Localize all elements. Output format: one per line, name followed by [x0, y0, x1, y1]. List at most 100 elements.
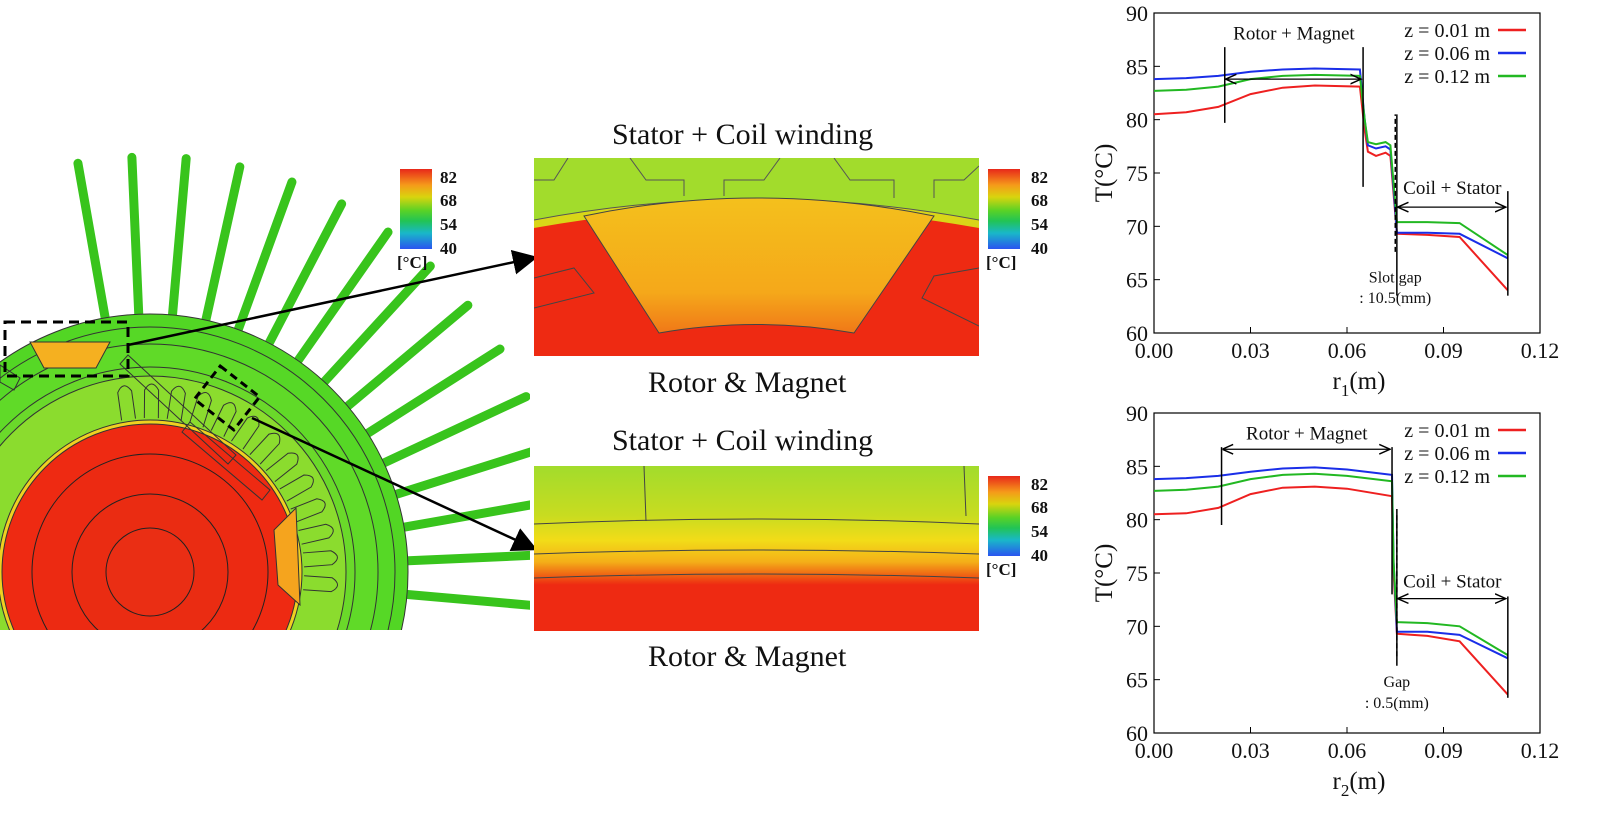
colorbar-zoom-bottom-tick-82: 82: [1031, 475, 1048, 494]
x-tick-label: 0.03: [1231, 338, 1270, 363]
stator-slot: [143, 383, 160, 419]
cooling-fins: [73, 152, 530, 610]
y-tick-label: 75: [1126, 161, 1148, 186]
stator-slot: [249, 432, 281, 465]
colorbar-zoom-bottom: [988, 476, 1020, 556]
series-line-1: [1153, 485, 1509, 696]
arrow-to-bottom-zoom: [251, 416, 538, 551]
series-line-1: [1153, 84, 1509, 291]
zoom-arrows: [127, 249, 538, 551]
stator-slot-outline: [117, 385, 136, 421]
y-tick-label: 65: [1126, 268, 1148, 293]
x-tick-label: 0.12: [1521, 738, 1560, 763]
stator-slot: [279, 474, 314, 502]
y-tick-label: 70: [1126, 614, 1148, 639]
x-tick-label: 0.06: [1328, 738, 1367, 763]
stator-slot: [117, 385, 136, 421]
y-tick-label: 80: [1126, 508, 1148, 533]
zoom-top-rotor-label: Rotor & Magnet: [648, 366, 847, 399]
x-tick-label: 0.00: [1135, 738, 1174, 763]
colorbar-zoom-top-tick-54: 54: [1031, 215, 1048, 234]
stator-slot-outline: [290, 498, 326, 523]
colorbar-left-tick-68: 68: [440, 191, 457, 210]
arrow-to-top-zoom: [127, 249, 538, 347]
y-tick-label: 75: [1126, 561, 1148, 586]
colorbar-zoom-top: [988, 169, 1020, 249]
x-tick-label: 0.06: [1328, 338, 1367, 363]
y-axis-label: T(°C): [1091, 144, 1118, 203]
x-tick-label: 0.09: [1424, 738, 1463, 763]
stator-slot: [210, 402, 237, 437]
colorbar-zoom-bottom-tick-54: 54: [1031, 522, 1048, 541]
y-axis-label: T(°C): [1091, 544, 1118, 603]
cooling-fin: [394, 589, 530, 610]
series-line-2: [1153, 67, 1509, 260]
cooling-fin: [356, 344, 505, 443]
motor-cross-section: [0, 152, 530, 630]
y-tick-label: 90: [1126, 1, 1148, 26]
stator-slot: [231, 415, 260, 450]
annotation-sublabel: : 10.5(mm): [1359, 290, 1431, 307]
cooling-fin: [391, 500, 530, 534]
y-tick-label: 90: [1126, 401, 1148, 426]
stator-slot-outline: [303, 575, 339, 593]
annotation-label: Coil + Stator: [1403, 572, 1502, 593]
zoom-top-contour: [534, 158, 979, 356]
zoom-box-bottom: [192, 363, 262, 433]
stator-slot: [166, 385, 186, 422]
x-tick-label: 0.00: [1135, 338, 1174, 363]
cooling-fin: [372, 392, 530, 471]
cooling-fin: [199, 162, 245, 333]
annotation-label: Gap: [1384, 674, 1411, 691]
annotation-label: Coil + Stator: [1403, 178, 1502, 199]
stator-slot: [303, 575, 339, 593]
series-line-2: [1153, 466, 1509, 660]
stator-slot: [302, 550, 338, 568]
stator-slot: [298, 523, 334, 545]
cooling-fin: [260, 199, 347, 355]
cooling-fin: [383, 447, 530, 502]
cooling-fin: [314, 261, 435, 393]
cooling-fin: [395, 550, 530, 566]
colorbar-left-unit: [°C]: [397, 253, 428, 272]
colorbar-left-tick-54: 54: [440, 215, 457, 234]
stator-slot-outline: [143, 383, 160, 419]
x-tick-label: 0.03: [1231, 738, 1270, 763]
cooling-fin: [127, 152, 144, 327]
annotation-label: Rotor + Magnet: [1246, 423, 1368, 444]
zoom-bottom-contour: [534, 466, 979, 631]
annotation-sublabel: : 0.5(mm): [1365, 695, 1429, 712]
x-tick-label: 0.09: [1424, 338, 1463, 363]
series-line-3: [1153, 472, 1509, 656]
legend-label-1: z = 0.01 m: [1404, 20, 1490, 42]
colorbar-zoom-bottom-tick-40: 40: [1031, 546, 1048, 565]
colorbar-left-tick-82: 82: [440, 168, 457, 187]
zoom-bottom-rotor-label: Rotor & Magnet: [648, 640, 847, 673]
stator-slot-outline: [302, 550, 338, 568]
zoom-top-stator-label: Stator + Coil winding: [612, 118, 874, 151]
magnet-top: [29, 341, 111, 369]
y-tick-label: 80: [1126, 108, 1148, 133]
annotation-label: Slot gap: [1369, 270, 1422, 287]
colorbar-zoom-bottom-unit: [°C]: [986, 560, 1017, 579]
y-tick-label: 85: [1126, 454, 1148, 479]
legend-label-3: z = 0.12 m: [1404, 466, 1490, 488]
cooling-fin: [167, 154, 191, 328]
series-line-3: [1153, 73, 1509, 256]
annotation-label: Rotor + Magnet: [1233, 23, 1355, 44]
stator-slot-outline: [298, 523, 334, 545]
temperature-chart-r2: 60 65 70 75 80 85 90 0.00 0.03 0.06 0.09 0.12 T(°C) r…: [1091, 401, 1560, 800]
legend-label-2: z = 0.06 m: [1404, 43, 1490, 65]
stator-slot-outline: [231, 415, 260, 450]
stator-slot: [265, 452, 299, 483]
y-tick-label: 60: [1126, 721, 1148, 746]
zoom-top-magnet: [583, 197, 935, 334]
temperature-chart-r1: 60 65 70 75 80 85 90 0.00 0.03 0.06 0.09 0.12 T(°C) r…: [1091, 1, 1559, 400]
legend-label-2: z = 0.06 m: [1404, 443, 1490, 465]
colorbar-zoom-top-unit: [°C]: [986, 253, 1017, 272]
magnet-right: [273, 506, 301, 607]
y-tick-label: 65: [1126, 668, 1148, 693]
colorbar-left: [400, 169, 432, 249]
y-tick-label: 70: [1126, 214, 1148, 239]
legend-label-3: z = 0.12 m: [1404, 66, 1490, 88]
